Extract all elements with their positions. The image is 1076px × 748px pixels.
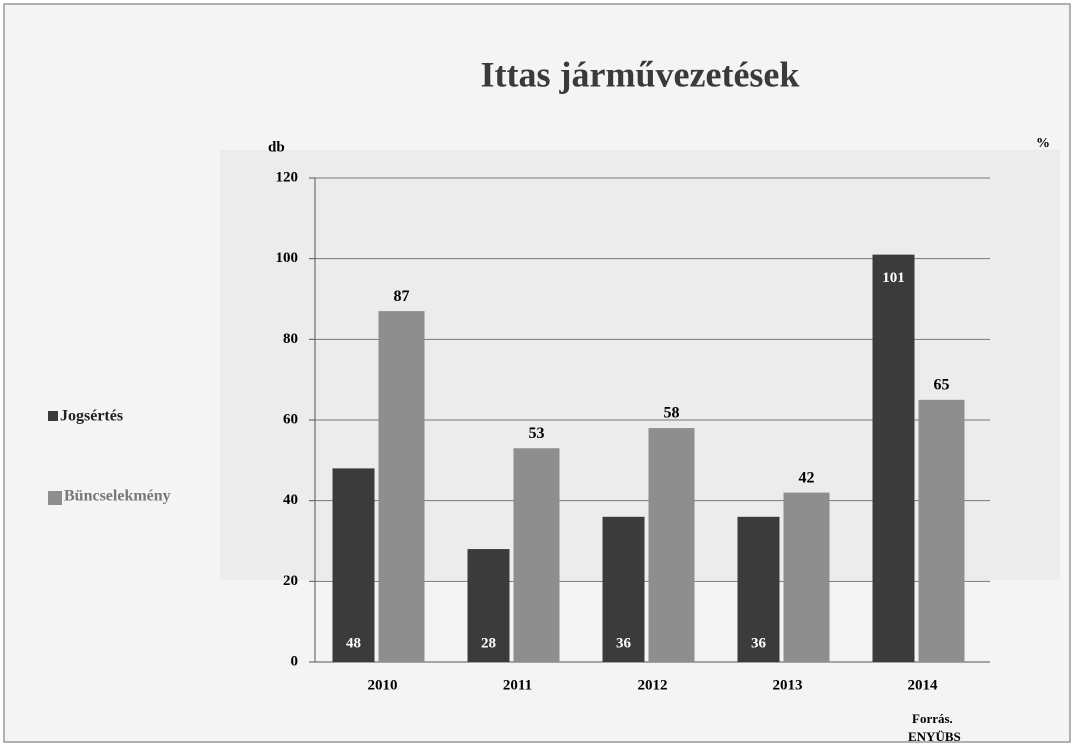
value-label: 53 xyxy=(529,425,545,442)
x-tick-label: 2011 xyxy=(503,677,532,693)
value-label: 58 xyxy=(664,405,680,422)
bar xyxy=(513,448,560,662)
y-tick-label: 60 xyxy=(283,411,298,427)
source: ENYÜBS xyxy=(908,729,961,744)
bar xyxy=(737,516,780,662)
bar xyxy=(783,492,830,662)
legend-label: Jogsértés xyxy=(60,408,123,425)
y-axis-label: db xyxy=(268,139,285,155)
legend-label: Büncselekmény xyxy=(64,488,171,505)
value-label: 87 xyxy=(394,288,410,305)
y-tick-label: 0 xyxy=(291,653,299,669)
y-tick-label: 120 xyxy=(276,169,299,185)
value-label: 42 xyxy=(799,469,815,486)
value-label: 101 xyxy=(882,270,905,286)
chart-title: Ittas járművezetések xyxy=(481,54,800,94)
y-tick-label: 80 xyxy=(283,331,298,347)
x-tick-label: 2012 xyxy=(638,677,668,693)
x-tick-label: 2014 xyxy=(908,677,939,693)
source: Forrás. xyxy=(912,711,953,726)
value-label: 48 xyxy=(346,635,361,651)
y-tick-label: 20 xyxy=(283,573,298,589)
value-label: 28 xyxy=(481,635,496,651)
value-label: 36 xyxy=(616,635,632,651)
legend-swatch xyxy=(48,411,58,421)
x-tick-label: 2010 xyxy=(368,677,398,693)
y-tick-label: 40 xyxy=(283,492,298,508)
bar xyxy=(467,549,510,662)
y2-axis-label: % xyxy=(1036,136,1050,151)
value-label: 65 xyxy=(934,377,950,394)
bar xyxy=(602,516,645,662)
bar xyxy=(332,468,375,662)
y-tick-label: 100 xyxy=(276,250,299,266)
value-label: 36 xyxy=(751,635,767,651)
bar xyxy=(918,399,965,662)
bar xyxy=(872,254,915,662)
legend-swatch xyxy=(48,491,62,505)
bar xyxy=(648,428,695,662)
bar xyxy=(378,311,425,662)
x-tick-label: 2013 xyxy=(773,677,803,693)
